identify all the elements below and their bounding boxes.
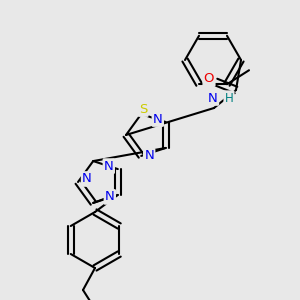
- Text: O: O: [204, 73, 214, 85]
- Text: N: N: [144, 149, 154, 162]
- Text: N: N: [104, 160, 114, 172]
- Text: N: N: [105, 190, 115, 203]
- Text: N: N: [208, 92, 218, 104]
- Text: H: H: [225, 92, 233, 104]
- Text: S: S: [139, 103, 147, 116]
- Text: N: N: [153, 112, 163, 126]
- Text: N: N: [82, 172, 92, 185]
